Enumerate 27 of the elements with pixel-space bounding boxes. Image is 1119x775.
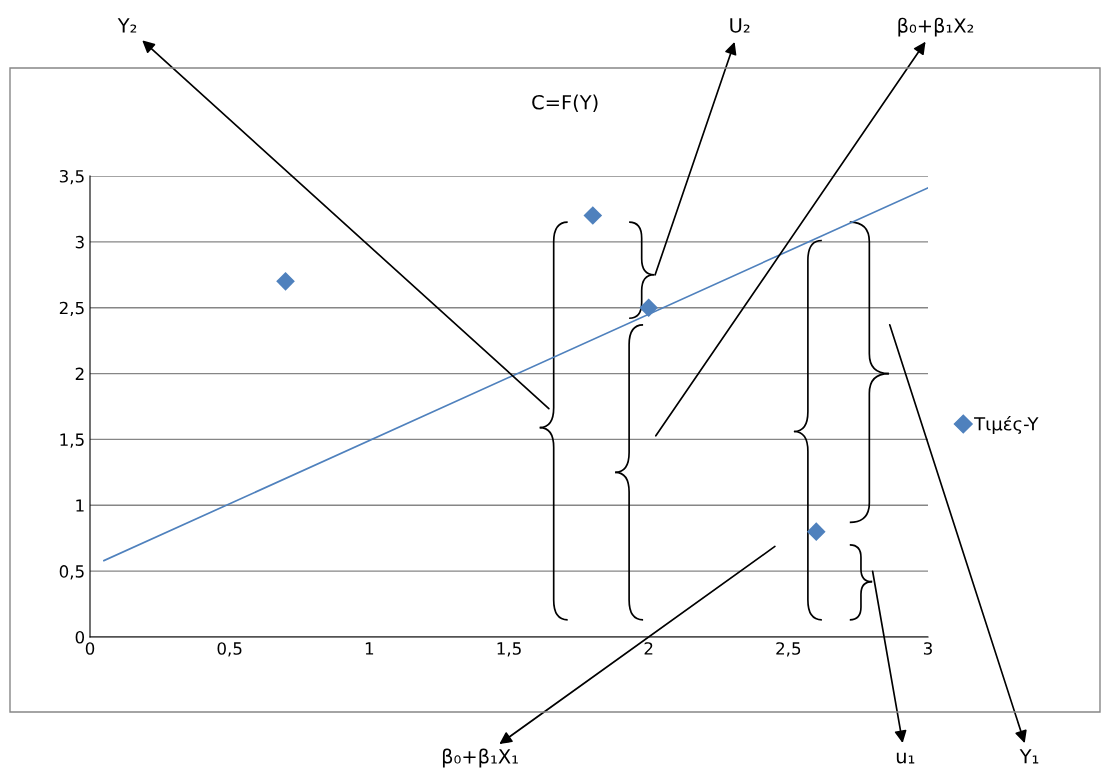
x-tick-label: 3 [923,642,932,655]
x-tick-label: 2 [644,642,653,655]
x-tick-label: 0 [85,642,95,655]
y-tick-label: 0,5 [59,565,84,580]
point [639,298,658,318]
point [806,522,826,541]
point [276,272,295,291]
y-tick-label: 1 [76,499,84,512]
y-tick-label: 1,5 [60,433,84,448]
y-tick-label: 2 [75,367,84,380]
point [583,206,603,225]
text: β₀+β₁X₂ [898,17,974,37]
text: u₁ [896,752,915,764]
y-tick-label: 3 [75,235,84,249]
x-tick-label: 0,5 [217,642,242,657]
text: Y₁ [1019,749,1039,764]
x-tick-label: 2,5 [776,642,801,657]
legend-label: Τιμές-Y [974,415,1039,435]
text: Y₂ [117,18,137,33]
text: β₀+β₁X₁ [442,748,518,768]
chart-title: C=F(Y) [532,94,598,112]
y-tick-label: 0 [75,630,85,644]
x-tick-label: 1,5 [497,642,521,657]
y-tick-label: 3,5 [59,169,84,185]
x-tick-label: 1 [365,642,374,655]
y-tick-label: 2,5 [59,301,84,316]
text: U₂ [730,18,750,33]
